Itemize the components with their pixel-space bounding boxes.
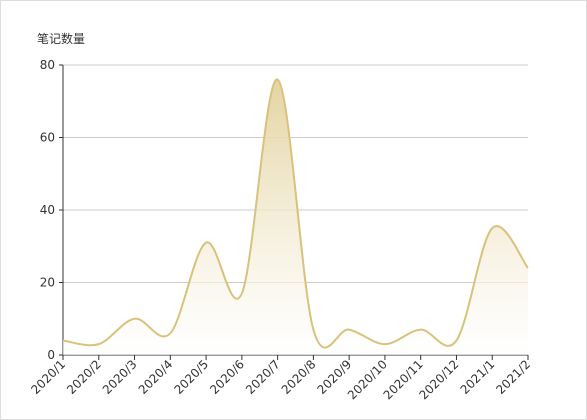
y-tick-label: 60	[40, 131, 55, 145]
y-tick-label: 20	[40, 276, 55, 290]
y-axis-label: 笔记数量	[37, 31, 85, 46]
y-tick-label: 0	[47, 348, 55, 362]
line	[62, 78, 529, 349]
area	[63, 79, 528, 355]
y-tick-label: 40	[40, 203, 55, 217]
y-tick-label: 80	[40, 58, 55, 72]
